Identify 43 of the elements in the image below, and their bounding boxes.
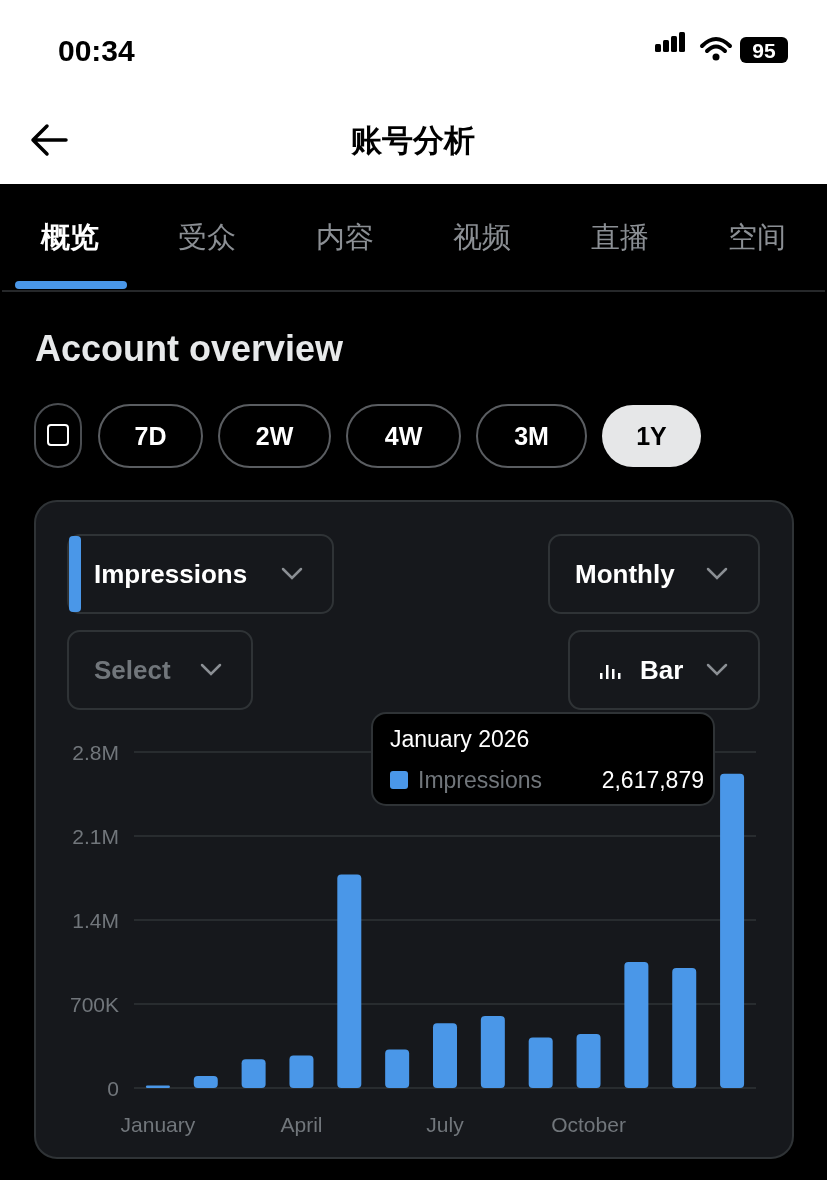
y-tick-label: 0	[107, 1076, 119, 1100]
bar	[193, 1076, 218, 1088]
x-tick-label: January	[120, 1112, 196, 1136]
text: 95	[752, 38, 776, 62]
y-tick-label: 2.1M	[72, 824, 119, 848]
text: 3M	[514, 422, 549, 450]
x-tick-label: October	[551, 1112, 626, 1136]
chart-title: Account overview	[35, 327, 345, 369]
annotation: 2,617,879	[601, 767, 704, 793]
bar	[528, 1037, 553, 1088]
y-tick-label: 1.4M	[72, 908, 119, 932]
text: 账号分析	[351, 122, 475, 158]
text: 直播	[591, 221, 649, 253]
bar	[385, 1049, 410, 1088]
y-tick-label: 2.8M	[72, 740, 119, 764]
bar	[480, 1016, 505, 1088]
text: 内容	[316, 221, 374, 253]
bar	[624, 962, 649, 1088]
text: 空间	[728, 221, 786, 253]
text: 视频	[453, 221, 511, 253]
text: Impressions	[94, 559, 248, 589]
text: 4W	[384, 422, 423, 450]
text: 2W	[255, 422, 294, 450]
text: Monthly	[575, 559, 676, 589]
text: 7D	[134, 422, 167, 450]
legend-label: Impressions	[418, 767, 542, 793]
text: 概览	[40, 221, 99, 253]
text: 受众	[178, 221, 236, 253]
bar	[289, 1055, 314, 1088]
bar	[433, 1023, 457, 1088]
bar	[337, 874, 362, 1088]
text: Select	[94, 655, 171, 685]
bar	[576, 1034, 601, 1088]
annotation: January 2026	[390, 726, 530, 752]
bar	[720, 773, 745, 1088]
y-tick-label: 700K	[69, 992, 119, 1016]
x-tick-label: July	[426, 1112, 465, 1136]
x-tick-label: April	[280, 1112, 323, 1136]
text: 1Y	[636, 422, 668, 450]
text: 00:34	[58, 33, 136, 67]
bar	[672, 968, 697, 1088]
bar	[241, 1059, 266, 1088]
text: Bar	[640, 655, 684, 685]
